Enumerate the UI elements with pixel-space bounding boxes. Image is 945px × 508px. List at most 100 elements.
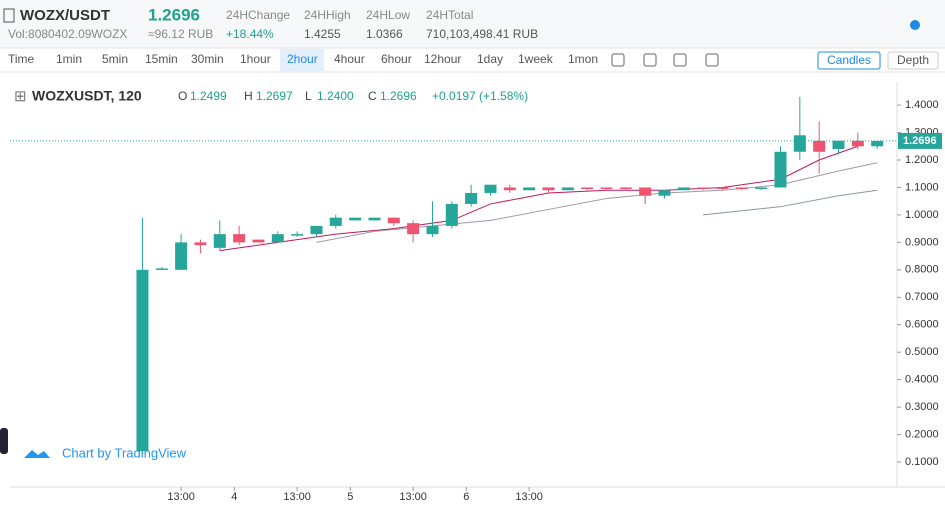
tool-icon[interactable]: [643, 53, 657, 67]
candle-body: [658, 190, 671, 196]
interval[interactable]: 6hour: [381, 52, 412, 66]
candle-body: [213, 234, 226, 248]
candle-body: [368, 217, 381, 221]
legend-h: H: [244, 89, 253, 103]
ma-line: [219, 145, 859, 252]
stat-label: 24HHigh: [304, 8, 351, 22]
candle-body: [252, 239, 265, 243]
legend-high: 1.2697: [256, 89, 293, 103]
candle-body: [851, 140, 864, 147]
y-tick-label: 1.4000: [905, 99, 939, 111]
legend-c: C: [368, 89, 377, 103]
candle-body: [387, 217, 400, 224]
interval[interactable]: 2hour: [287, 52, 318, 66]
interval[interactable]: 1mon: [568, 52, 598, 66]
legend-low: 1.2400: [317, 89, 354, 103]
candle-body: [561, 187, 574, 191]
y-tick-label: 1.1000: [905, 181, 939, 193]
candle-body: [155, 268, 168, 270]
x-tick-label: 13:00: [399, 491, 427, 503]
interval[interactable]: 5min: [102, 52, 128, 66]
legend-close: 1.2696: [380, 89, 417, 103]
interval[interactable]: 15min: [145, 52, 178, 66]
active-bg: [280, 49, 324, 71]
candle-body: [716, 187, 729, 189]
candle-body: [175, 242, 188, 270]
interval[interactable]: 1min: [56, 52, 82, 66]
candle-body: [542, 187, 555, 191]
view-button[interactable]: [817, 51, 881, 70]
stat-value: 1.4255: [304, 27, 341, 41]
interval[interactable]: Time: [8, 52, 35, 66]
candle-body: [291, 234, 304, 236]
legend-symbol: WOZXUSDT, 120: [32, 88, 142, 104]
add-icon[interactable]: ⊞: [14, 88, 27, 105]
candle-body: [233, 234, 246, 243]
view-label[interactable]: Depth: [897, 53, 929, 67]
y-tick-label: 0.5000: [905, 346, 939, 358]
candle-body: [349, 217, 362, 221]
header-bg: [0, 0, 945, 48]
tv-logo: [24, 450, 50, 458]
interval[interactable]: 1week: [518, 52, 554, 66]
candle-body: [465, 192, 478, 204]
candle-body: [484, 184, 497, 193]
tool-icon[interactable]: [705, 53, 719, 67]
doc-icon: [3, 8, 15, 23]
stat-value: 1.0366: [366, 27, 403, 41]
candle-body: [871, 140, 884, 147]
tool-icon[interactable]: [673, 53, 687, 67]
ma-line: [316, 162, 878, 243]
theme-toggle[interactable]: [910, 20, 920, 30]
last-price-box: [898, 132, 942, 149]
x-tick-label: 6: [463, 491, 469, 503]
stat-value: 710,103,498.41 RUB: [426, 27, 538, 41]
legend-o: O: [178, 89, 187, 103]
watermark[interactable]: Chart by TradingView: [62, 445, 187, 460]
legend-l: L: [305, 89, 312, 103]
candle-body: [445, 203, 458, 226]
candle-body: [310, 225, 323, 235]
candle-body: [677, 187, 690, 191]
x-tick-label: 13:00: [167, 491, 195, 503]
interval[interactable]: 12hour: [424, 52, 461, 66]
x-tick-label: 4: [231, 491, 237, 503]
candle-body: [271, 234, 284, 243]
y-tick-label: 0.6000: [905, 319, 939, 331]
pair: WOZX/USDT: [20, 7, 110, 24]
legend-open: 1.2499: [190, 89, 227, 103]
candle-body: [793, 135, 806, 152]
candle-body: [194, 242, 207, 246]
y-tick-label: 1.2000: [905, 154, 939, 166]
approx: ≈96.12 RUB: [148, 27, 213, 41]
candle-body: [523, 187, 536, 191]
x-tick-label: 5: [347, 491, 353, 503]
view-label[interactable]: Candles: [827, 53, 871, 67]
y-tick-label: 0.7000: [905, 291, 939, 303]
view-button[interactable]: [887, 51, 939, 70]
y-tick-label: 0.2000: [905, 428, 939, 440]
y-tick-label: 0.8000: [905, 264, 939, 276]
side-handle[interactable]: [0, 428, 8, 454]
candle-body: [813, 140, 826, 152]
candle-body: [136, 269, 149, 452]
legend-change: +0.0197 (+1.58%): [432, 89, 528, 103]
candle-body: [832, 140, 845, 150]
interval[interactable]: 1day: [477, 52, 503, 66]
stat-label: 24HTotal: [426, 8, 473, 22]
x-tick-label: 13:00: [515, 491, 543, 503]
y-tick-label: 0.1000: [905, 456, 939, 468]
stat-label: 24HChange: [226, 8, 290, 22]
stat-label: 24HLow: [366, 8, 410, 22]
interval[interactable]: 1hour: [240, 52, 271, 66]
candle-body: [774, 151, 787, 188]
tool-icon[interactable]: [611, 53, 625, 67]
candle-body: [639, 187, 652, 196]
candle-body: [735, 187, 748, 189]
y-tick-label: 0.4000: [905, 374, 939, 386]
interval[interactable]: 30min: [191, 52, 224, 66]
candle-body: [619, 187, 632, 189]
interval[interactable]: 4hour: [334, 52, 365, 66]
